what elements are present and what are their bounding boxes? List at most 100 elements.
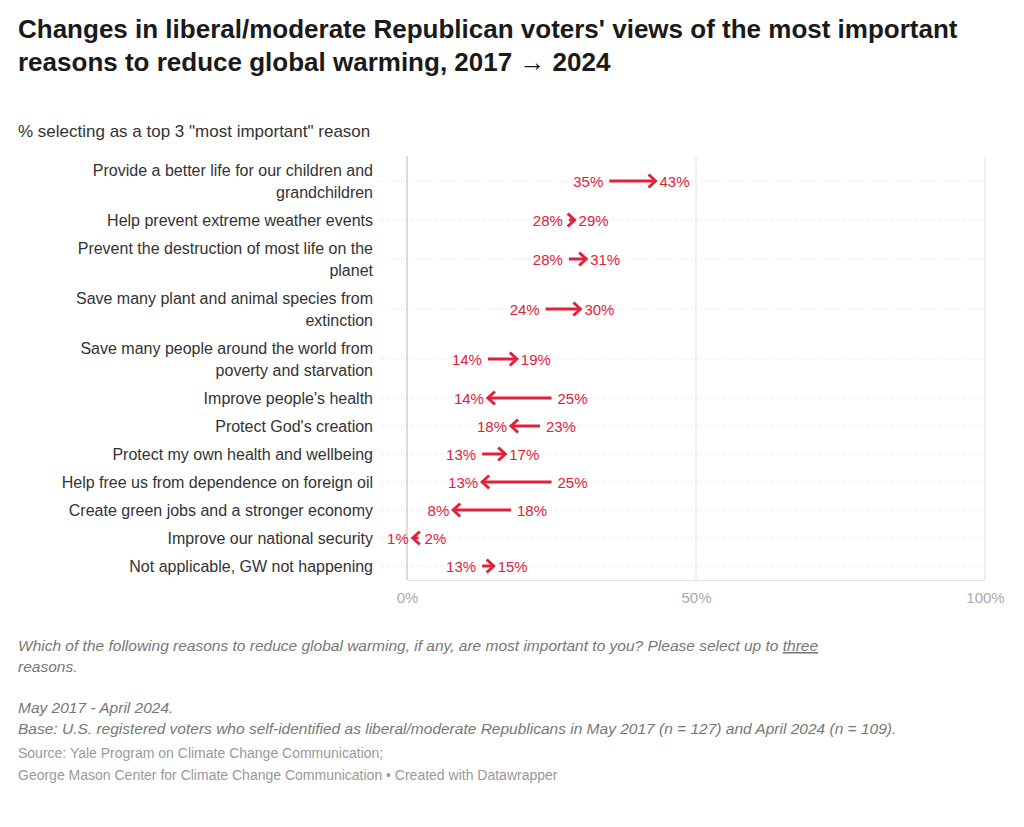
tick: 0%	[397, 580, 419, 606]
arrow-head	[511, 420, 518, 433]
data-label: 28%	[533, 251, 563, 268]
data-label: 13%	[446, 558, 476, 575]
data-label: 13%	[446, 446, 476, 463]
data-label: 1%	[387, 530, 409, 547]
arrow-shaft	[484, 481, 551, 484]
arrow-head	[649, 175, 656, 188]
data-label: 14%	[452, 351, 482, 368]
category-label: Protect God's creation	[215, 418, 373, 435]
category-labels: Provide a better life for our children a…	[62, 162, 374, 575]
data-label: 8%	[428, 502, 450, 519]
axis-line	[408, 580, 986, 581]
row-guide	[380, 309, 985, 310]
category-label-line: grandchildren	[276, 184, 373, 201]
data-label: 13%	[448, 474, 478, 491]
data-label: 25%	[558, 390, 588, 407]
data-label: 17%	[509, 446, 539, 463]
x-axis: 0% 50% 100%	[397, 580, 1005, 606]
category-label-line: poverty and starvation	[216, 362, 373, 379]
category-label: Provide a better life for our children a…	[93, 162, 373, 201]
note-line: Base: U.S. registered voters who self-id…	[18, 720, 896, 737]
arrow-head	[498, 448, 505, 461]
tick-label: 50%	[681, 589, 711, 606]
row-guides	[380, 181, 985, 566]
data-label: 25%	[558, 474, 588, 491]
title: Changes in liberal/moderate Republican v…	[18, 14, 958, 77]
data-label: 30%	[584, 301, 614, 318]
question: reasons.	[18, 658, 77, 675]
arrow-shaft	[546, 308, 579, 311]
category-label-line: Improve people's health	[204, 390, 373, 407]
subtitle: % selecting as a top 3 "most important" …	[18, 122, 370, 141]
source: George Mason Center for Climate Change C…	[18, 767, 558, 783]
data-label: 19%	[521, 351, 551, 368]
arrow-head	[573, 303, 580, 316]
arrow-shaft	[455, 509, 511, 512]
marks	[413, 175, 656, 573]
data-label: 18%	[517, 502, 547, 519]
arrow-head	[487, 560, 494, 573]
source: Source: Yale Program on Climate Change C…	[18, 745, 383, 761]
row-guide	[380, 510, 985, 511]
arrow-shaft	[490, 397, 552, 400]
chart: Changes in liberal/moderate Republican v…	[0, 0, 1024, 827]
category-label-line: Help free us from dependence on foreign …	[62, 474, 373, 491]
category-label-line: extinction	[305, 312, 373, 329]
category-label: Protect my own health and wellbeing	[112, 446, 373, 463]
category-label: Save many plant and animal species from e…	[76, 290, 373, 329]
category-label-line: Help prevent extreme weather events	[107, 212, 373, 229]
category-label: Improve our national security	[168, 530, 373, 547]
category-label: Not applicable, GW not happening	[129, 558, 373, 575]
category-label: Prevent the destruction of most life on …	[78, 240, 374, 279]
question: Which of the following reasons to reduce…	[18, 637, 818, 654]
note-line: May 2017 - April 2024.	[18, 699, 173, 716]
data-label: 29%	[579, 212, 609, 229]
category-label-line: Save many plant and animal species from	[76, 290, 373, 307]
category-label-line: Not applicable, GW not happening	[129, 558, 373, 575]
arrow-head	[579, 253, 586, 266]
category-label-line: Save many people around the world from	[80, 340, 373, 357]
category-label-line: Prevent the destruction of most life on …	[78, 240, 373, 257]
data-labels: 35% 43% 28% 29% 28% 31% 24% 30% 14% 19% 25% 14% 23% 1…	[387, 173, 689, 575]
data-label: 31%	[590, 251, 620, 268]
category-label: Help free us from dependence on foreign …	[62, 474, 373, 491]
arrow-shaft	[482, 565, 492, 568]
tick: 100%	[966, 580, 1004, 606]
data-label: 43%	[660, 173, 690, 190]
arrow-shaft	[513, 425, 540, 428]
arrow-head	[510, 353, 517, 366]
category-label-line: Provide a better life for our children a…	[93, 162, 373, 179]
category-label-line: Improve our national security	[168, 530, 373, 547]
question-part: Which of the following reasons to reduce…	[18, 637, 783, 654]
question-part: reasons.	[18, 658, 77, 675]
grid-line	[696, 156, 697, 580]
data-label: 18%	[477, 418, 507, 435]
data-label: 28%	[533, 212, 563, 229]
arrow-head	[568, 214, 575, 227]
data-label: 14%	[454, 390, 484, 407]
data-label: 35%	[573, 173, 603, 190]
tick: 50%	[681, 580, 711, 606]
category-label-line: Protect God's creation	[215, 418, 373, 435]
question-part: three	[783, 637, 819, 654]
tick-label: 0%	[397, 589, 419, 606]
arrow-shaft	[482, 453, 503, 456]
row-guide	[380, 538, 985, 539]
data-label: 24%	[510, 301, 540, 318]
grid	[407, 156, 985, 580]
category-label-line: Create green jobs and a stronger economy	[69, 502, 373, 519]
arrow-shaft	[569, 258, 584, 261]
arrow-shaft	[609, 180, 653, 183]
row-guide	[380, 426, 985, 427]
data-label: 23%	[546, 418, 576, 435]
row-guide	[380, 259, 985, 260]
arrow-head	[482, 476, 489, 489]
data-label: 15%	[498, 558, 528, 575]
arrow-head	[413, 532, 420, 545]
title-line: Changes in liberal/moderate Republican v…	[18, 14, 958, 44]
category-label: Improve people's health	[204, 390, 373, 407]
note: Base: U.S. registered voters who self-id…	[18, 720, 896, 737]
category-label-line: Protect my own health and wellbeing	[112, 446, 373, 463]
category-label-line: planet	[329, 262, 373, 279]
grid-line	[985, 156, 986, 580]
